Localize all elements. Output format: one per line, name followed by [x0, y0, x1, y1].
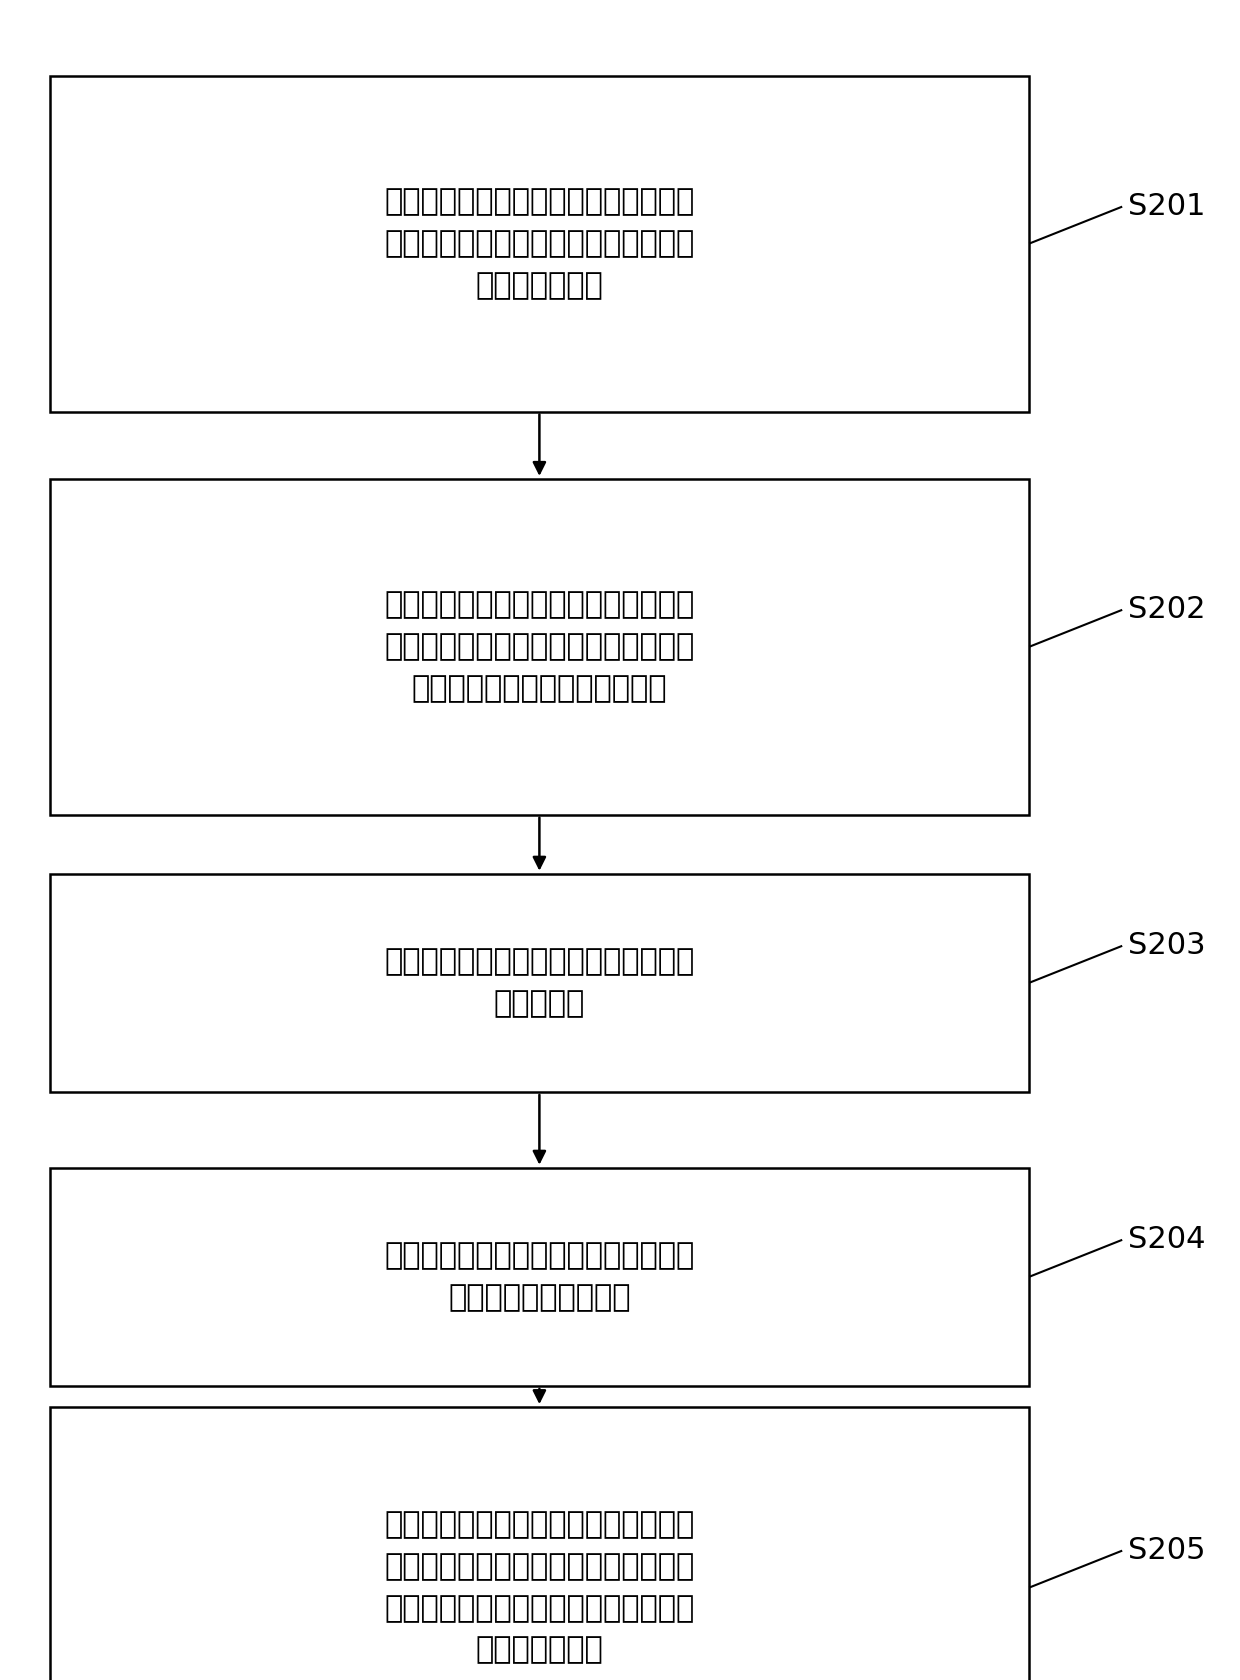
Text: S205: S205	[1128, 1536, 1205, 1566]
Text: S204: S204	[1128, 1225, 1205, 1255]
Bar	[50, 76, 1029, 412]
Text: 当所述车辆与所述目标障碍物的所述第
一距离大于第一预设阈值时，所述转向
控制装置增加所述第一转向的方向盘助
力至预设助力值: 当所述车辆与所述目标障碍物的所述第 一距离大于第一预设阈值时，所述转向 控制装置…	[384, 1510, 694, 1665]
Text: S203: S203	[1128, 931, 1207, 961]
Bar	[50, 1408, 1029, 1680]
Text: S201: S201	[1128, 192, 1205, 222]
Bar	[50, 874, 1029, 1092]
Text: 所述转向控制装置减小所述第一转向的
方向盘助力: 所述转向控制装置减小所述第一转向的 方向盘助力	[384, 948, 694, 1018]
Bar	[50, 1168, 1029, 1386]
Text: 转向控制装置当检测到预设范围内存在
目标障碍物时，判断所述目标障碍物与
车辆的相对位置: 转向控制装置当检测到预设范围内存在 目标障碍物时，判断所述目标障碍物与 车辆的相…	[384, 188, 694, 299]
Bar	[50, 479, 1029, 815]
Text: 所述转向控制装置检测所述车辆与所述
目标障碍物的第一距离: 所述转向控制装置检测所述车辆与所述 目标障碍物的第一距离	[384, 1242, 694, 1312]
Text: S202: S202	[1128, 595, 1205, 625]
Text: 所述转向控制装置根据所述目标障碍物
与所述车辆的相对位置，确定与所述相
对位置匹配的方向盘的第一转向: 所述转向控制装置根据所述目标障碍物 与所述车辆的相对位置，确定与所述相 对位置匹…	[384, 591, 694, 702]
